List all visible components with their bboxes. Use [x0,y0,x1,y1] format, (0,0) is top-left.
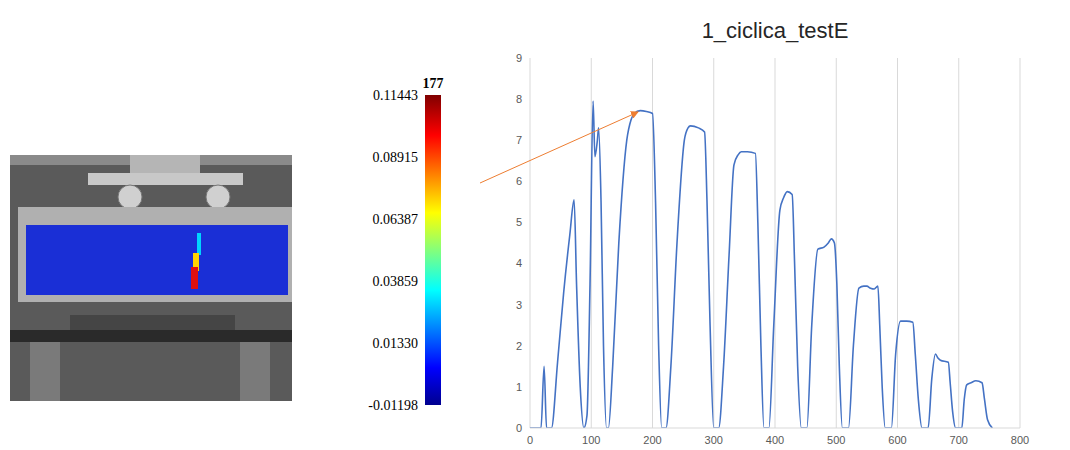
svg-text:1: 1 [516,381,522,393]
svg-text:600: 600 [888,434,906,446]
svg-text:100: 100 [582,434,600,446]
svg-text:0.03859: 0.03859 [373,274,419,289]
svg-text:0.06387: 0.06387 [373,212,419,227]
svg-text:8: 8 [516,93,522,105]
svg-text:0: 0 [516,422,522,434]
svg-text:3: 3 [516,299,522,311]
svg-text:300: 300 [705,434,723,446]
svg-text:7: 7 [516,134,522,146]
svg-text:-0.01198: -0.01198 [368,398,418,413]
svg-text:6: 6 [516,175,522,187]
svg-text:400: 400 [766,434,784,446]
svg-text:0: 0 [527,434,533,446]
svg-text:2: 2 [516,340,522,352]
svg-text:9: 9 [516,52,522,64]
svg-text:700: 700 [950,434,968,446]
svg-text:4: 4 [516,257,522,269]
svg-text:0.01330: 0.01330 [373,336,419,351]
svg-text:200: 200 [643,434,661,446]
svg-text:177: 177 [423,76,444,91]
svg-text:0.08915: 0.08915 [373,150,419,165]
svg-text:800: 800 [1011,434,1029,446]
svg-text:5: 5 [516,216,522,228]
svg-text:500: 500 [827,434,845,446]
svg-text:0.11443: 0.11443 [373,88,418,103]
html-text:1_ciclica_testE: 1_ciclica_testE [701,18,849,43]
